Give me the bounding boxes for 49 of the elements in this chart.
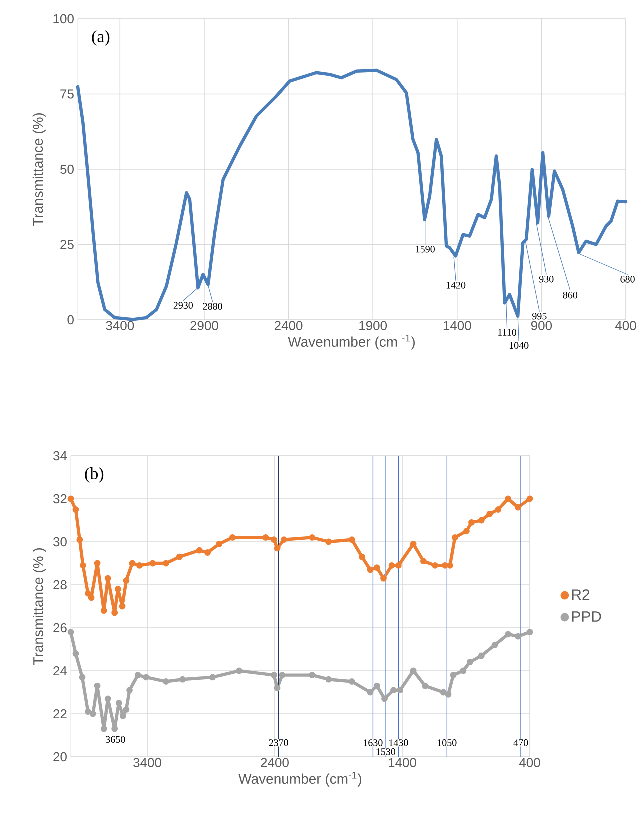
y-tick-label: 26 [54, 623, 67, 633]
y-tick-label: 34 [54, 451, 68, 461]
legend-label: R2 [572, 590, 590, 600]
text: (b) [85, 468, 104, 483]
y-tick-label: 75 [60, 90, 74, 99]
x-tick-label: 3400 [106, 321, 134, 330]
y-tick-label: 50 [60, 164, 74, 174]
x-tick-label: 2400 [261, 758, 289, 768]
y-tick-label: 20 [54, 752, 67, 762]
annotation: 2880 [203, 303, 222, 310]
annotation: 1420 [446, 282, 466, 289]
x-tick-label: 900 [531, 321, 552, 330]
annotation: 1040 [510, 342, 529, 350]
x-axis-title: Wavenumber (cm $^{-1}$) [288, 334, 415, 350]
annotation: 3650 [106, 736, 126, 744]
x-tick-label: 1900 [360, 321, 388, 330]
x-tick-label: 3400 [134, 758, 162, 768]
text: (a) [92, 30, 110, 46]
annotation: 995 [532, 313, 547, 320]
x-tick-label: 400 [519, 758, 540, 768]
x-tick-label: 400 [615, 321, 636, 330]
x-tick-label: 1400 [389, 758, 416, 768]
y-tick-label: 0 [68, 315, 74, 325]
ref-line-label: 1630 [364, 740, 383, 746]
x-tick-label: 1400 [444, 321, 472, 330]
y-tick-label: 32 [54, 494, 67, 504]
annotation: 930 [539, 276, 554, 283]
x-tick-label: 2900 [190, 321, 218, 330]
legend-label: PPD [572, 612, 602, 622]
y-tick-label: 100 [54, 14, 74, 24]
annotation: 1110 [498, 329, 517, 336]
ref-line-label: 1430 [390, 740, 408, 746]
annotation: 680 [620, 276, 635, 283]
y-tick-label: 28 [54, 580, 67, 590]
x-tick-label: 2400 [274, 321, 303, 330]
ref-line-label: 2370 [269, 740, 288, 746]
ref-line-label: 1050 [438, 740, 457, 746]
ref-line-label: 470 [514, 740, 528, 746]
y-tick-label: 24 [54, 666, 68, 676]
y-tick-label: 25 [60, 240, 74, 250]
y-tick-label: 30 [54, 537, 67, 547]
annotation: 1590 [416, 246, 435, 253]
y-axis-title: Transmittance (% ) [33, 548, 46, 666]
annotation: 860 [563, 292, 578, 299]
y-tick-label: 22 [54, 709, 67, 719]
x-axis-title: Wavenumber (cm$^{-1}$) [238, 772, 362, 787]
ref-line-label: 1530 [376, 748, 396, 756]
annotation: 2930 [174, 302, 194, 309]
y-axis-title: Transmittance (%) [32, 113, 46, 226]
